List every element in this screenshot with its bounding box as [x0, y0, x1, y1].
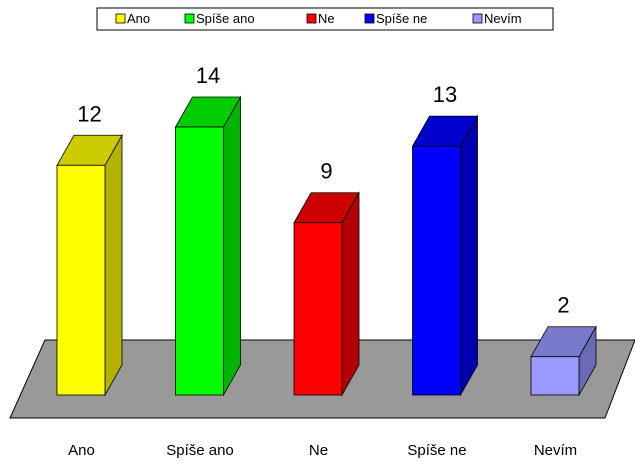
x-tick-label: Spíše ano [166, 442, 234, 459]
bar-side [104, 133, 123, 397]
legend-swatch [306, 13, 317, 24]
legend-label: Ne [318, 11, 335, 26]
legend-swatch [115, 13, 126, 24]
bar [175, 126, 224, 396]
legend-label: Spíše ne [376, 11, 427, 26]
bar [56, 164, 106, 396]
legend-swatch [472, 13, 483, 24]
data-label: 9 [320, 159, 332, 184]
x-tick-label: Ano [68, 442, 95, 459]
bar-side [223, 95, 241, 397]
data-label: 2 [557, 293, 569, 318]
legend-box [96, 7, 554, 31]
legend-swatch [184, 13, 195, 24]
data-label: 14 [196, 63, 220, 88]
legend-swatch [364, 13, 375, 24]
data-label: 13 [433, 82, 457, 107]
bar-side [460, 114, 478, 397]
bar-side [341, 191, 360, 397]
x-tick-label: Nevím [534, 442, 577, 459]
data-label: 12 [77, 101, 101, 126]
x-tick-label: Spíše ne [407, 442, 466, 459]
bar [412, 145, 461, 396]
x-tick-label: Ne [309, 442, 328, 459]
bar [293, 222, 343, 396]
legend-label: Nevím [484, 11, 522, 26]
legend-label: Ano [127, 11, 150, 26]
legend-label: Spíše ano [196, 11, 255, 26]
bar [530, 356, 580, 396]
